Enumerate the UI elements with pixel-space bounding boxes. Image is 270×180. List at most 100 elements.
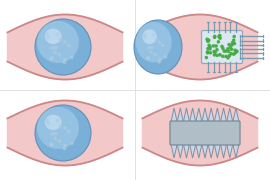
Circle shape bbox=[46, 33, 48, 35]
Circle shape bbox=[214, 36, 216, 38]
Circle shape bbox=[230, 53, 232, 55]
Circle shape bbox=[215, 45, 217, 47]
Circle shape bbox=[154, 39, 157, 41]
Polygon shape bbox=[183, 108, 190, 122]
Circle shape bbox=[231, 44, 233, 46]
Circle shape bbox=[222, 55, 224, 57]
Circle shape bbox=[64, 144, 66, 147]
Circle shape bbox=[231, 48, 233, 50]
Polygon shape bbox=[190, 144, 196, 158]
Circle shape bbox=[51, 47, 54, 49]
Circle shape bbox=[152, 34, 154, 36]
Circle shape bbox=[143, 33, 145, 35]
Circle shape bbox=[227, 48, 229, 50]
Circle shape bbox=[162, 44, 164, 46]
Circle shape bbox=[147, 57, 149, 60]
Circle shape bbox=[154, 53, 156, 56]
Circle shape bbox=[212, 45, 215, 47]
Circle shape bbox=[219, 54, 221, 56]
Circle shape bbox=[221, 45, 223, 48]
Polygon shape bbox=[214, 108, 220, 122]
Ellipse shape bbox=[45, 29, 62, 44]
Polygon shape bbox=[233, 144, 239, 158]
Polygon shape bbox=[143, 100, 258, 165]
Circle shape bbox=[227, 57, 229, 59]
Circle shape bbox=[218, 35, 220, 37]
Circle shape bbox=[228, 44, 230, 46]
Circle shape bbox=[63, 147, 66, 150]
Circle shape bbox=[232, 53, 235, 55]
Polygon shape bbox=[171, 108, 177, 122]
Circle shape bbox=[51, 133, 54, 135]
Polygon shape bbox=[171, 144, 177, 158]
Circle shape bbox=[164, 56, 167, 58]
Circle shape bbox=[64, 58, 66, 61]
Circle shape bbox=[207, 52, 209, 54]
Circle shape bbox=[68, 44, 70, 47]
Circle shape bbox=[209, 48, 211, 50]
Circle shape bbox=[47, 36, 49, 38]
Circle shape bbox=[207, 48, 209, 50]
Circle shape bbox=[228, 55, 231, 57]
Polygon shape bbox=[220, 108, 227, 122]
Circle shape bbox=[216, 54, 218, 57]
Circle shape bbox=[54, 51, 56, 54]
Circle shape bbox=[216, 49, 218, 51]
Circle shape bbox=[47, 122, 49, 124]
Circle shape bbox=[208, 39, 210, 41]
Circle shape bbox=[228, 50, 230, 53]
Polygon shape bbox=[202, 108, 208, 122]
Circle shape bbox=[233, 39, 235, 41]
Circle shape bbox=[150, 51, 152, 53]
Circle shape bbox=[229, 46, 231, 49]
Circle shape bbox=[50, 143, 53, 145]
Polygon shape bbox=[8, 100, 123, 165]
Polygon shape bbox=[227, 108, 233, 122]
Circle shape bbox=[59, 38, 62, 41]
Circle shape bbox=[213, 50, 215, 53]
Circle shape bbox=[58, 54, 61, 56]
Circle shape bbox=[206, 38, 208, 40]
Circle shape bbox=[151, 47, 153, 49]
Circle shape bbox=[54, 46, 57, 49]
FancyBboxPatch shape bbox=[170, 121, 240, 145]
Polygon shape bbox=[143, 15, 258, 80]
Circle shape bbox=[70, 56, 73, 58]
Polygon shape bbox=[214, 144, 220, 158]
Circle shape bbox=[213, 54, 215, 56]
Circle shape bbox=[219, 34, 221, 37]
Circle shape bbox=[46, 119, 48, 121]
Ellipse shape bbox=[35, 105, 91, 161]
Circle shape bbox=[158, 41, 161, 43]
Ellipse shape bbox=[37, 21, 79, 63]
Circle shape bbox=[218, 36, 221, 38]
Circle shape bbox=[54, 137, 56, 140]
Circle shape bbox=[236, 50, 238, 52]
Circle shape bbox=[225, 50, 227, 52]
Polygon shape bbox=[183, 144, 190, 158]
Circle shape bbox=[50, 58, 52, 60]
Circle shape bbox=[222, 47, 224, 50]
Polygon shape bbox=[220, 144, 227, 158]
Circle shape bbox=[144, 36, 146, 39]
Polygon shape bbox=[177, 144, 183, 158]
Circle shape bbox=[70, 142, 73, 145]
Ellipse shape bbox=[136, 22, 172, 62]
Circle shape bbox=[207, 40, 209, 42]
Polygon shape bbox=[196, 144, 202, 158]
Circle shape bbox=[223, 50, 225, 52]
Polygon shape bbox=[208, 108, 214, 122]
Ellipse shape bbox=[35, 19, 91, 75]
Polygon shape bbox=[190, 108, 196, 122]
Circle shape bbox=[56, 33, 59, 36]
Circle shape bbox=[63, 61, 66, 64]
Circle shape bbox=[59, 124, 62, 127]
Polygon shape bbox=[8, 15, 123, 80]
Circle shape bbox=[231, 41, 234, 44]
Ellipse shape bbox=[134, 20, 182, 74]
FancyBboxPatch shape bbox=[201, 30, 242, 64]
Ellipse shape bbox=[37, 107, 79, 149]
Circle shape bbox=[214, 35, 216, 37]
Polygon shape bbox=[202, 144, 208, 158]
Circle shape bbox=[219, 37, 221, 39]
